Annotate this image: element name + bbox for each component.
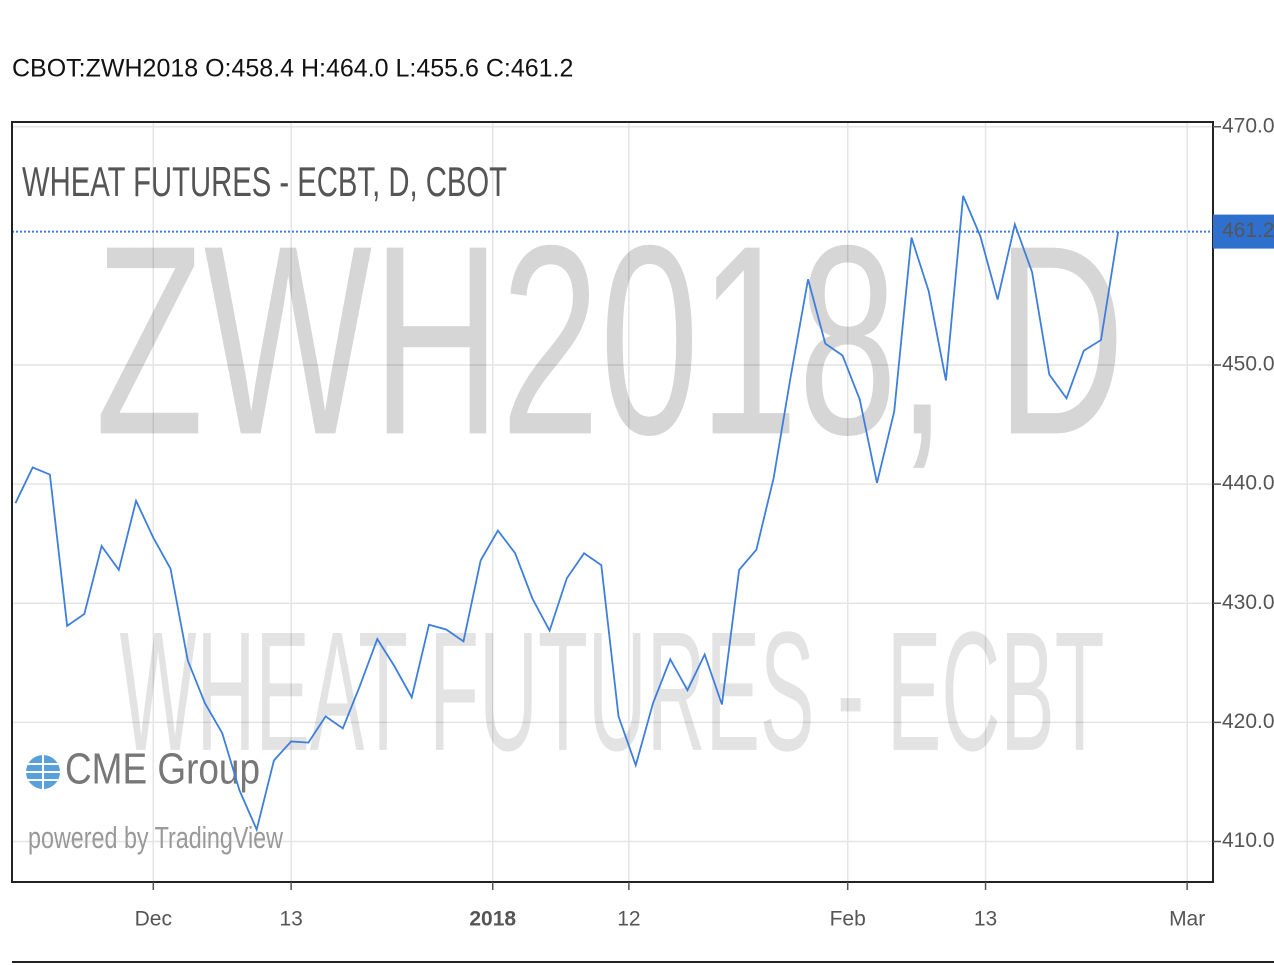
watermark: ZWH2018, D xyxy=(95,190,1125,491)
y-tick-label: 450.0 xyxy=(1222,353,1274,376)
price-line xyxy=(14,195,1120,833)
x-tick-label: 2018 xyxy=(469,908,516,931)
x-tick-label: 13 xyxy=(279,908,302,931)
plot-frame xyxy=(11,121,1214,883)
x-tick-label: 12 xyxy=(617,908,640,931)
last-price-box xyxy=(1213,214,1274,249)
credit: powered by TradingView xyxy=(28,820,283,855)
logo: CME Group xyxy=(65,745,260,794)
chart-title: WHEAT FUTURES - ECBT, D, CBOT xyxy=(22,158,507,205)
watermark-subtitle: WHEAT FUTURES - ECBT xyxy=(120,597,1105,787)
y-tick-label: 470.0 xyxy=(1222,114,1274,137)
y-tick-label: 440.0 xyxy=(1222,472,1274,495)
x-tick-label: Feb xyxy=(830,908,866,931)
plot xyxy=(12,195,1213,833)
x-tick-label: Mar xyxy=(1169,908,1205,931)
grid xyxy=(12,122,1213,882)
logo-globe xyxy=(26,755,60,789)
last-price-label: 461.2 xyxy=(1222,219,1274,242)
x-tick-label: 13 xyxy=(974,908,997,931)
y-tick-label: 420.0 xyxy=(1222,710,1274,733)
y-tick-label: 430.0 xyxy=(1222,591,1274,614)
header: CBOT:ZWH2018 O:458.4 H:464.0 L:455.6 C:4… xyxy=(12,55,573,83)
y-tick-label: 410.0 xyxy=(1222,829,1274,852)
x-tick-label: Dec xyxy=(135,908,172,931)
